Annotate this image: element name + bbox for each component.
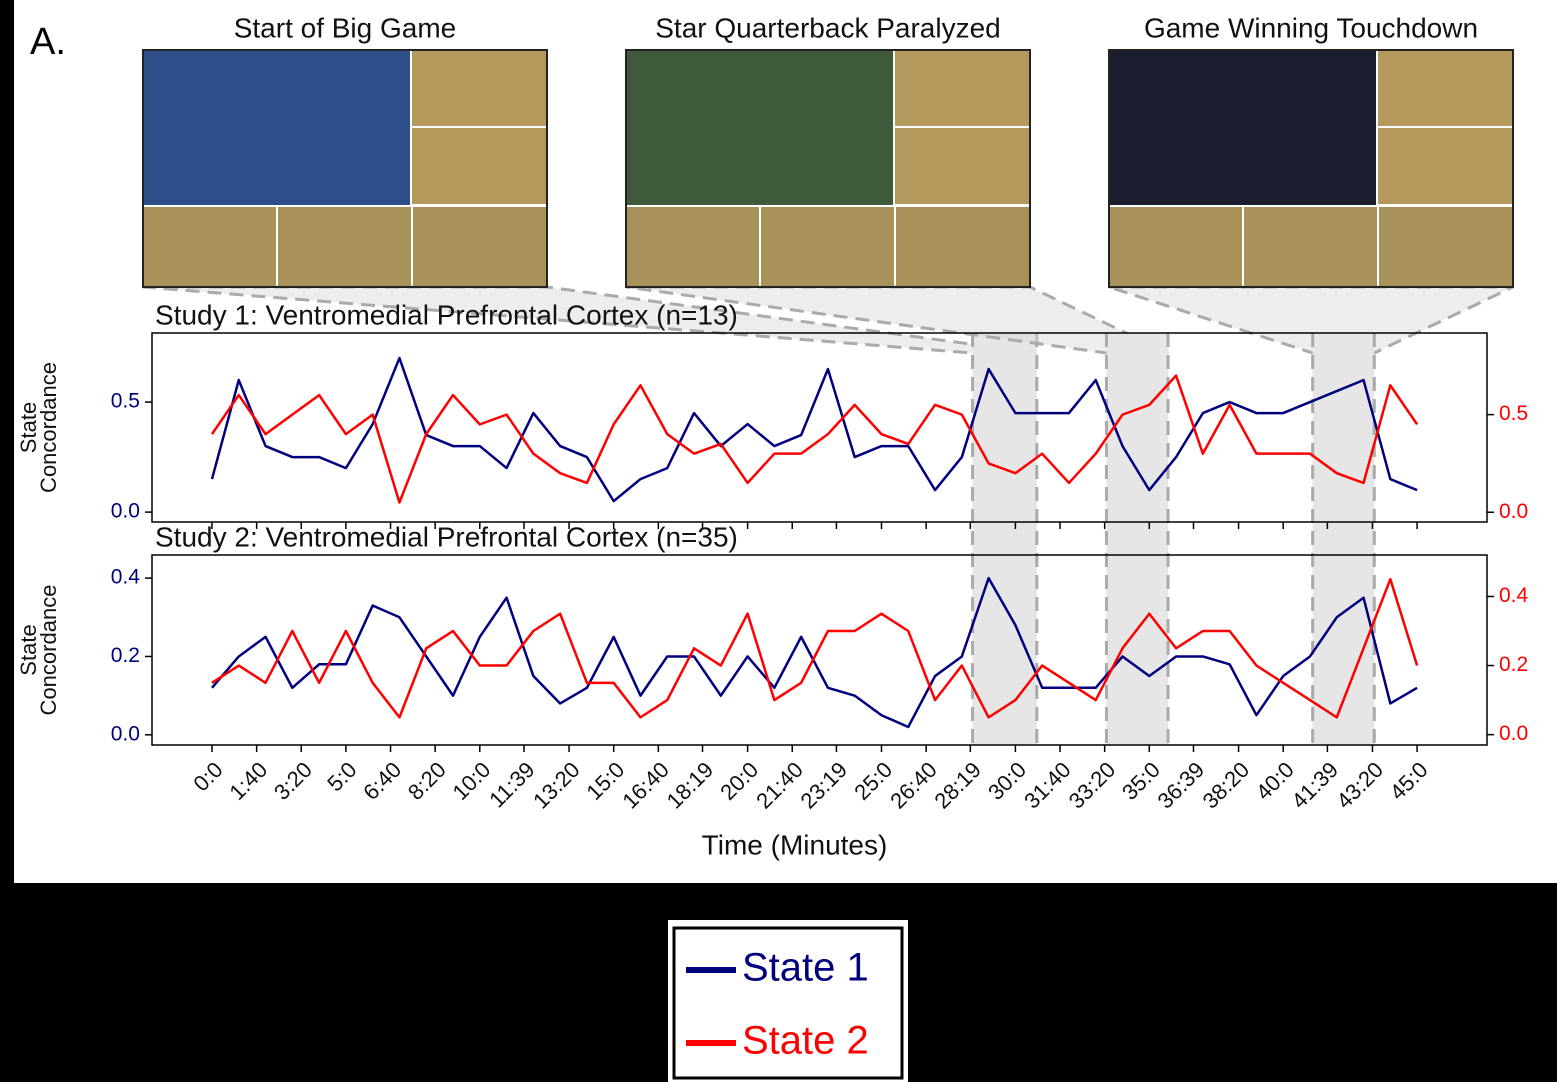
y-axis-label: Concordance <box>36 362 61 493</box>
video-frame <box>626 50 893 205</box>
scene-thumbnails: Game Winning Touchdown <box>1109 12 1513 287</box>
figure: A. State 1 State 2 Start of Big Game Star … <box>0 0 1557 1082</box>
y2-tick-label: 0.5 <box>1499 402 1528 425</box>
scene-title: Star Quarterback Paralyzed <box>655 12 1001 43</box>
y-axis-label: Concordance <box>36 585 61 716</box>
face-frame <box>1378 128 1513 204</box>
y2-tick-label: 0.2 <box>1499 653 1528 676</box>
face-frame <box>143 207 276 287</box>
face-frame <box>761 207 894 287</box>
y2-tick-label: 0.0 <box>1499 500 1528 523</box>
y-tick-label: 0.2 <box>111 644 140 667</box>
video-frame <box>143 50 410 205</box>
y-tick-label: 0.0 <box>111 500 140 523</box>
y-tick-label: 0.0 <box>111 722 140 745</box>
face-frame <box>896 207 1029 287</box>
scene-thumbnails: Start of Big Game <box>143 12 547 287</box>
face-frame <box>412 50 547 126</box>
face-frame <box>278 207 411 287</box>
panel-label: A. <box>30 21 66 63</box>
y-tick-label: 0.4 <box>111 566 141 589</box>
legend: State 1 State 2 <box>668 920 908 1082</box>
x-axis-label: Time (Minutes) <box>702 829 888 860</box>
y-tick-label: 0.5 <box>111 390 140 413</box>
face-frame <box>412 128 547 204</box>
y2-tick-label: 0.0 <box>1499 722 1528 745</box>
face-frame <box>626 207 759 287</box>
scene-title: Start of Big Game <box>234 12 457 43</box>
scene-thumbnails: Star Quarterback Paralyzed <box>626 12 1030 287</box>
face-frame <box>413 207 546 287</box>
video-frame <box>1109 50 1376 205</box>
face-frame <box>1378 50 1513 126</box>
legend-label: State 2 <box>742 1019 869 1063</box>
face-frame <box>1379 207 1512 287</box>
legend-label: State 1 <box>742 946 869 990</box>
scene-span <box>1313 333 1375 745</box>
face-frame <box>1109 207 1242 287</box>
chart-title: Study 1: Ventromedial Prefrontal Cortex … <box>155 299 738 330</box>
face-frame <box>895 50 1030 126</box>
face-frame <box>895 128 1030 204</box>
chart-title: Study 2: Ventromedial Prefrontal Cortex … <box>155 521 738 552</box>
scene-title: Game Winning Touchdown <box>1144 12 1478 43</box>
face-frame <box>1244 207 1377 287</box>
y2-tick-label: 0.4 <box>1499 584 1529 607</box>
